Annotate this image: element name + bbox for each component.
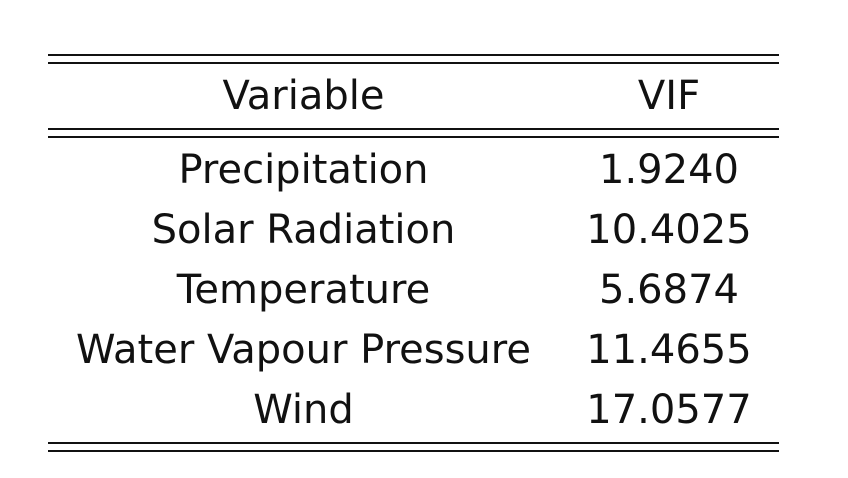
vif-cell: 10.4025 xyxy=(586,207,752,253)
vif-cell: 11.4655 xyxy=(586,327,752,373)
vif-cell: 1.9240 xyxy=(599,147,739,193)
header-double-rule xyxy=(48,128,779,138)
table-row: Solar Radiation 10.4025 xyxy=(48,200,779,260)
table-row: Precipitation 1.9240 xyxy=(48,140,779,200)
table-row: Temperature 5.6874 xyxy=(48,260,779,320)
table-row: Water Vapour Pressure 11.4655 xyxy=(48,320,779,380)
variable-cell: Wind xyxy=(253,387,354,433)
bottom-double-rule xyxy=(48,442,779,452)
table-header-row: Variable VIF xyxy=(48,64,779,128)
variable-cell: Temperature xyxy=(176,267,431,313)
table-row: Wind 17.0577 xyxy=(48,380,779,440)
header-vif: VIF xyxy=(637,73,701,119)
top-double-rule xyxy=(48,54,779,64)
vif-cell: 5.6874 xyxy=(599,267,739,313)
vif-table: Variable VIF Precipitation 1.9240 Solar … xyxy=(48,54,779,452)
variable-cell: Solar Radiation xyxy=(151,207,456,253)
variable-cell: Water Vapour Pressure xyxy=(76,327,531,373)
vif-cell: 17.0577 xyxy=(586,387,752,433)
variable-cell: Precipitation xyxy=(178,147,429,193)
table-body: Precipitation 1.9240 Solar Radiation 10.… xyxy=(48,138,779,442)
header-variable: Variable xyxy=(222,73,385,119)
